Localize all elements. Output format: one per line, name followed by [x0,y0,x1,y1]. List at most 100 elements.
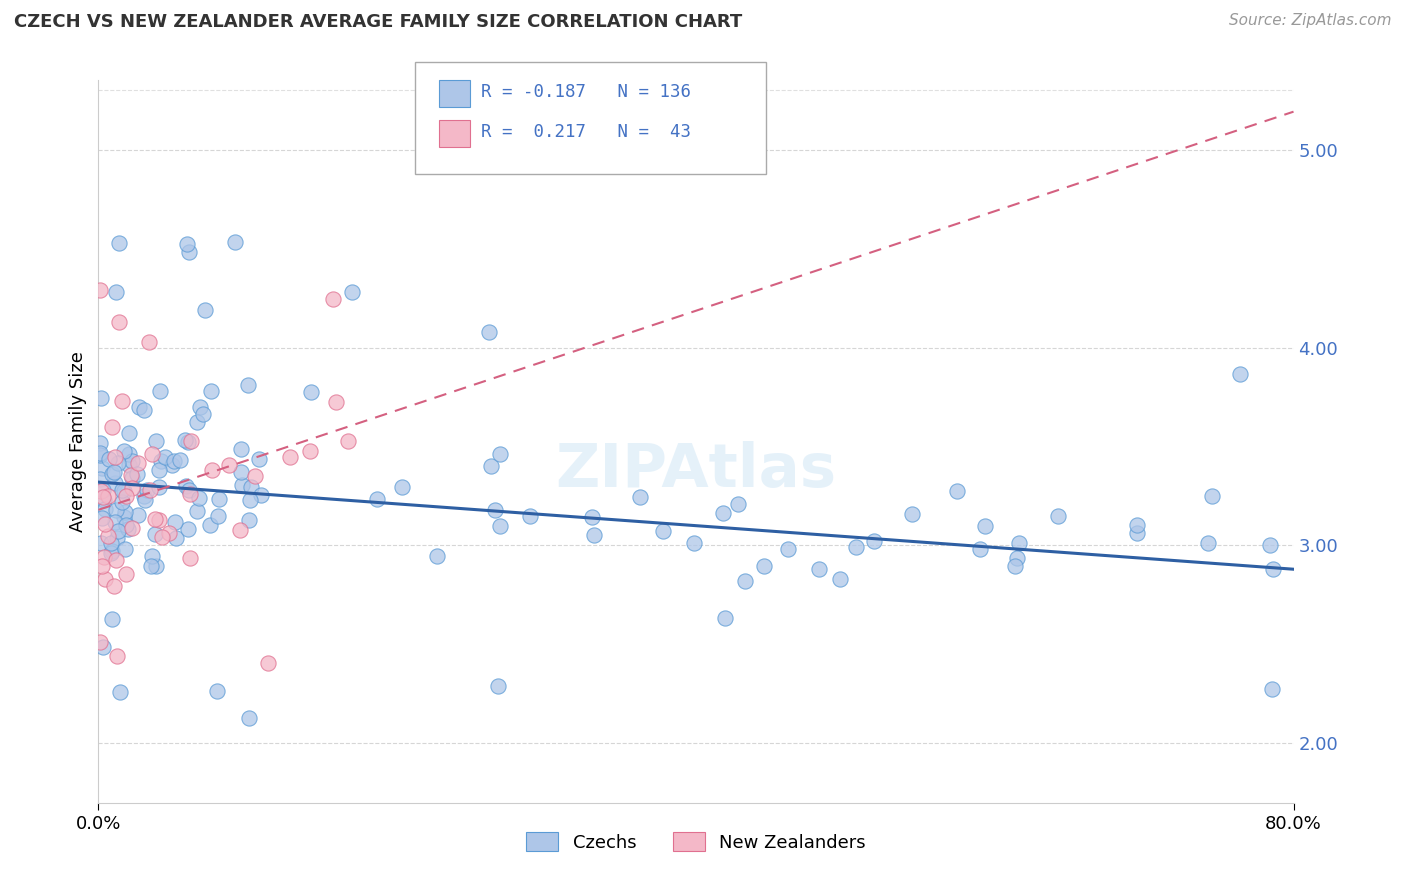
Point [94,516,117,531]
Point [163,454,186,468]
Point [148,463,170,477]
Point [107,236,129,251]
Point [1261,681,1284,696]
Point [519,509,541,524]
Point [105,553,128,567]
Point [391,480,413,494]
Point [121,454,143,468]
Point [174,433,197,447]
Point [478,325,501,339]
Point [148,513,170,527]
Point [174,479,197,493]
Point [98,451,121,466]
Point [136,483,159,498]
Point [581,509,603,524]
Point [177,245,200,260]
Point [101,544,124,558]
Point [200,384,222,398]
Point [754,559,776,574]
Point [205,684,228,698]
Point [94,572,117,586]
Point [165,532,187,546]
Point [145,434,167,449]
Point [117,458,139,472]
Point [90,535,112,549]
Point [127,467,149,481]
Point [93,493,115,508]
Point [114,541,136,556]
Point [103,578,125,592]
Point [1261,562,1284,576]
Point [201,463,224,477]
Point [91,490,114,504]
Point [208,491,231,506]
Point [104,476,127,491]
Text: R =  0.217   N =  43: R = 0.217 N = 43 [481,123,690,141]
Point [179,550,201,565]
Point [583,527,606,541]
Point [229,442,252,456]
Point [105,531,128,545]
Point [969,541,991,556]
Text: ZIPAtlas: ZIPAtlas [555,441,837,500]
Point [190,401,212,415]
Point [115,566,138,581]
Point [238,378,260,392]
Point [112,484,135,499]
Point [134,493,156,508]
Point [1197,535,1219,549]
Point [107,524,129,538]
Point [845,540,868,554]
Text: CZECH VS NEW ZEALANDER AVERAGE FAMILY SIZE CORRELATION CHART: CZECH VS NEW ZEALANDER AVERAGE FAMILY SI… [14,13,742,31]
Point [89,635,111,649]
Legend: Czechs, New Zealanders: Czechs, New Zealanders [519,824,873,859]
Point [90,461,112,475]
Point [489,447,512,461]
Point [127,508,149,522]
Point [250,488,273,502]
Point [91,483,114,497]
Point [148,479,170,493]
Point [228,523,250,537]
Point [112,444,135,458]
Point [111,393,134,408]
Point [90,391,112,405]
Point [713,611,735,625]
Point [484,503,506,517]
Point [1201,489,1223,503]
Point [141,549,163,564]
Point [132,403,155,417]
Point [117,522,139,536]
Point [177,483,200,497]
Point [89,472,111,486]
Point [101,612,124,626]
Point [89,435,111,450]
Point [103,466,125,480]
Point [127,456,149,470]
Point [160,458,183,473]
Point [238,711,260,725]
Point [139,559,162,574]
Point [150,530,173,544]
Point [97,528,120,542]
Point [105,285,128,300]
Point [104,450,127,464]
Point [299,385,322,400]
Point [91,640,114,654]
Point [245,469,267,483]
Point [207,508,229,523]
Point [93,550,115,565]
Point [159,526,181,541]
Point [132,489,155,503]
Point [198,518,221,533]
Point [107,315,129,329]
Point [89,446,111,460]
Point [150,454,173,468]
Point [143,526,166,541]
Point [121,471,143,485]
Point [807,562,830,576]
Point [121,521,143,535]
Point [1007,550,1029,565]
Point [176,236,198,251]
Point [229,465,252,479]
